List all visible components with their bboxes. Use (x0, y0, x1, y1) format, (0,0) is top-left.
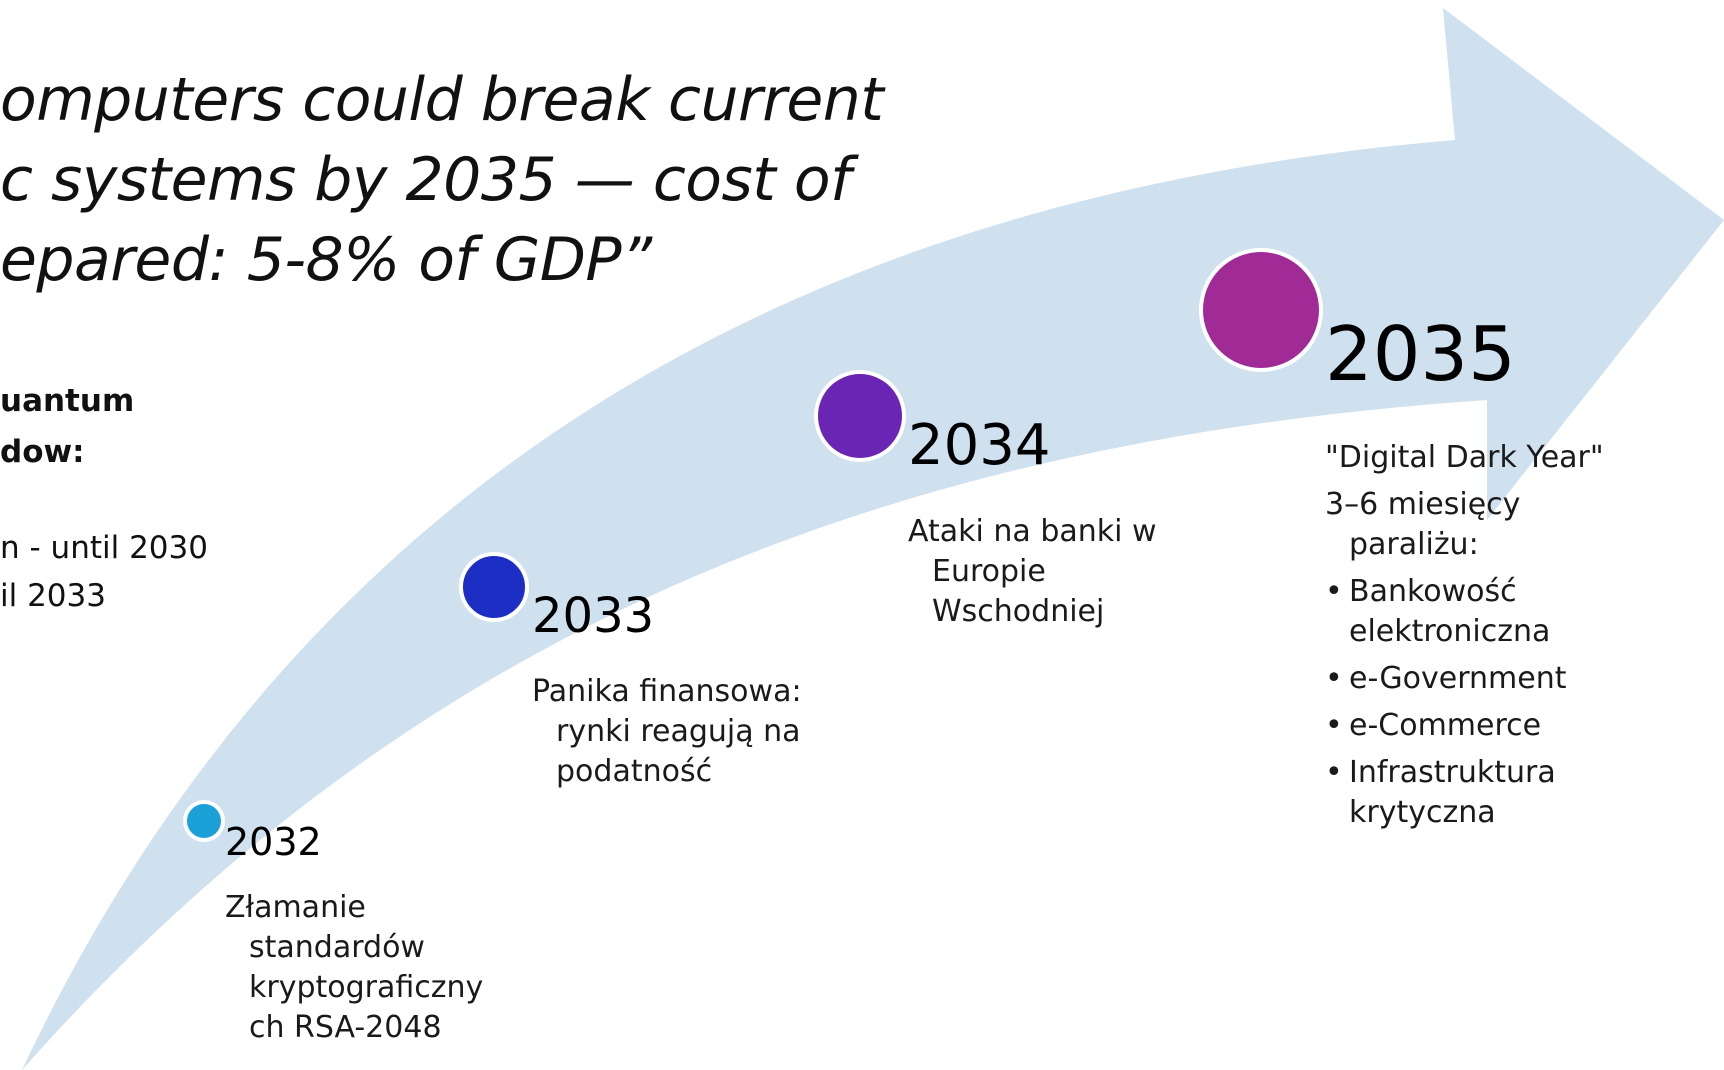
impact-item-line: e-Government (1349, 661, 1567, 696)
quote-line-2: c systems by 2035 — cost of (0, 145, 851, 215)
impact-list-item: • e-Commerce (1325, 706, 1604, 746)
milestone-year-2033: 2033 (532, 588, 655, 644)
milestone-title: "Digital Dark Year" (1325, 440, 1604, 475)
milestone-desc-line: ch RSA-2048 (249, 1010, 442, 1045)
side-heading-line-2: dow: (0, 434, 85, 470)
bullet-icon: • (1325, 708, 1343, 743)
milestone-dot-2035 (1199, 248, 1323, 372)
impact-item-line: krytyczna (1349, 795, 1496, 830)
milestone-desc-2035: "Digital Dark Year" 3–6 miesięcy paraliż… (1325, 438, 1604, 833)
milestone-desc-line: Złamanie (225, 890, 366, 925)
milestone-year-2034: 2034 (908, 413, 1051, 478)
milestone-dot-2032 (183, 800, 225, 842)
bullet-icon: • (1325, 755, 1343, 790)
bullet-icon: • (1325, 661, 1343, 696)
milestone-desc-line: podatność (556, 754, 713, 789)
milestone-desc-line: paraliżu: (1349, 527, 1479, 562)
milestone-desc-line: kryptograficzny (249, 970, 484, 1005)
quote-line-1: omputers could break current (0, 65, 884, 135)
impact-list-item: • Bankowość elektroniczna (1325, 572, 1604, 652)
impact-list: • Bankowość elektroniczna • e-Government… (1325, 572, 1604, 833)
impact-item-line: elektroniczna (1349, 614, 1551, 649)
milestone-desc-line: Panika finansowa: (532, 674, 802, 709)
bullet-icon: • (1325, 574, 1343, 609)
milestone-desc-line: Wschodniej (932, 594, 1105, 629)
milestone-desc-2034: Ataki na banki w Europie Wschodniej (908, 512, 1157, 632)
milestone-dot-2033 (459, 552, 529, 622)
milestone-dot-2034 (814, 370, 906, 462)
milestone-desc-2033: Panika finansowa: rynki reagują na podat… (532, 672, 802, 792)
milestone-desc-line: Europie (932, 554, 1046, 589)
milestone-desc-line: 3–6 miesięcy (1325, 487, 1521, 522)
impact-item-line: Bankowość (1349, 574, 1517, 609)
impact-list-item: • Infrastruktura krytyczna (1325, 753, 1604, 833)
milestone-desc-line: standardów (249, 930, 425, 965)
side-heading-line-1: uantum (0, 383, 135, 419)
milestone-desc-line: Ataki na banki w (908, 514, 1157, 549)
impact-item-line: Infrastruktura (1349, 755, 1556, 790)
quote-line-3: epared: 5-8% of GDP” (0, 225, 652, 295)
milestone-year-2035: 2035 (1325, 310, 1516, 398)
impact-item-line: e-Commerce (1349, 708, 1542, 743)
side-item-1: n - until 2030 (0, 530, 208, 566)
milestone-desc-line: rynki reagują na (556, 714, 801, 749)
impact-list-item: • e-Government (1325, 659, 1604, 699)
side-item-2: il 2033 (0, 578, 106, 614)
milestone-year-2032: 2032 (225, 820, 322, 864)
milestone-desc-2032: Złamanie standardów kryptograficzny ch R… (225, 888, 483, 1048)
